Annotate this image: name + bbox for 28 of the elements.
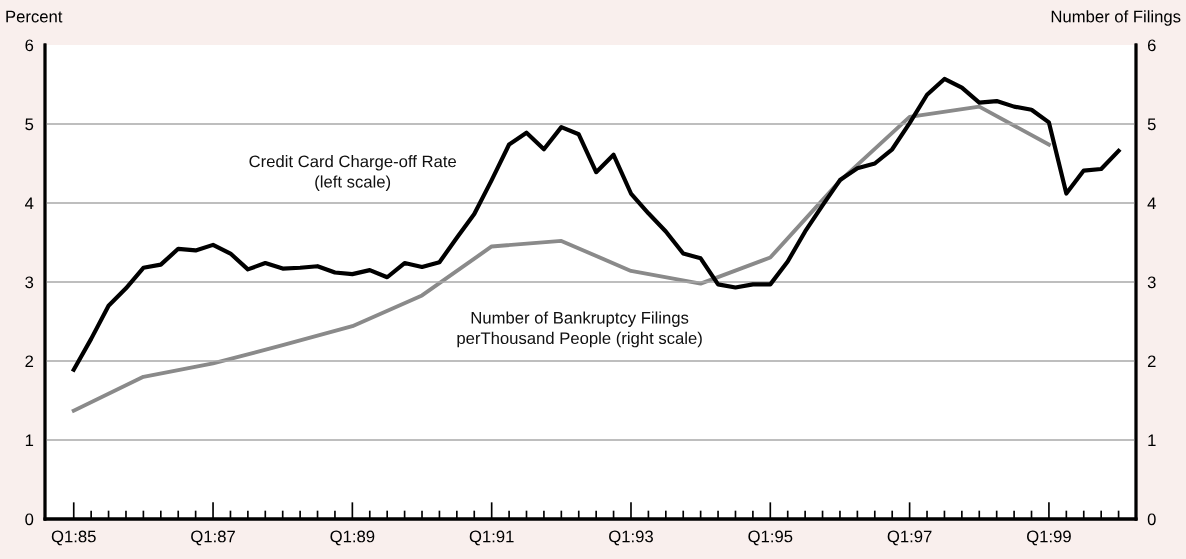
line-series — [71, 76, 1121, 372]
x-tick-label: Q1:93 — [609, 530, 653, 546]
y-tick-label: 1 — [25, 434, 34, 447]
y2-tick-label: 6 — [1147, 39, 1156, 52]
y2-tick-label: 2 — [1147, 355, 1156, 368]
y-tick-label: 6 — [25, 39, 34, 52]
x-tick-label: Q1:95 — [748, 530, 793, 546]
y-tick-label: 2 — [25, 355, 34, 368]
y2-axis-title: Number of Filings — [1051, 10, 1181, 26]
line-series — [71, 104, 1051, 413]
y-tick-label: 4 — [25, 197, 34, 210]
y2-tick-label: 3 — [1147, 276, 1156, 289]
y-axis-title: Percent — [6, 10, 63, 23]
y-tick-label: 0 — [25, 513, 34, 526]
x-tick-label: Q1:87 — [191, 530, 235, 546]
y2-tick-label: 4 — [1147, 197, 1156, 210]
y-tick-label: 5 — [25, 118, 34, 131]
y2-tick-label: 5 — [1147, 118, 1156, 131]
series-label: Credit Card Charge-off Rate (left scale) — [249, 155, 456, 191]
x-tick-label: Q1:99 — [1027, 530, 1071, 546]
y-tick-label: 3 — [25, 276, 34, 289]
y2-tick-label: 1 — [1148, 434, 1156, 447]
x-tick-label: Q1:89 — [330, 530, 375, 546]
x-tick-label: Q1:97 — [887, 530, 932, 546]
x-tick-label: Q1:91 — [469, 530, 514, 546]
series-label: Number of Bankruptcy Filings perThousand People (right scale) — [457, 311, 702, 348]
y2-tick-label: 0 — [1147, 513, 1156, 526]
x-tick-label: Q1:85 — [51, 530, 96, 546]
